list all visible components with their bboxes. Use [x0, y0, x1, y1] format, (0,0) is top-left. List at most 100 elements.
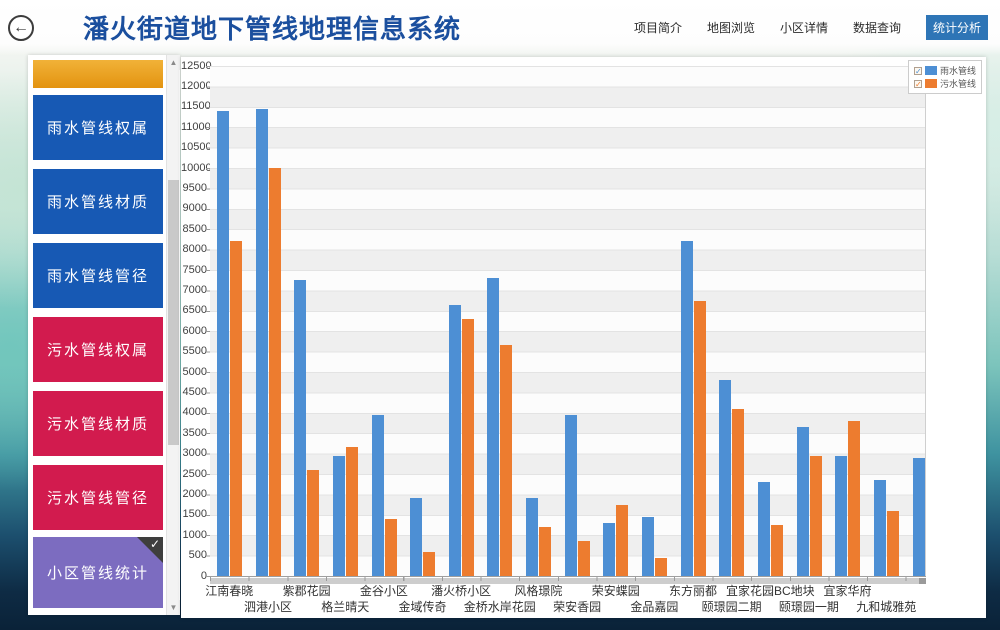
sidebar-scrollbar-thumb[interactable] — [168, 180, 179, 445]
nav-item-statistics-active[interactable]: 统计分析 — [926, 15, 988, 40]
bar-sewage-1[interactable] — [268, 168, 281, 576]
bar-rain-7[interactable] — [487, 278, 500, 576]
bar-sewage-10[interactable] — [616, 505, 629, 576]
bar-rain-6[interactable] — [448, 305, 461, 576]
sidebar-item-community-stats-selected[interactable]: 小区管线统计 ✓ — [33, 537, 163, 608]
bar-group — [249, 66, 288, 576]
bar-sewage-14[interactable] — [770, 525, 783, 576]
bar-sewage-16[interactable] — [848, 421, 861, 576]
bar-group — [635, 66, 674, 576]
legend-label: 污水管线 — [939, 79, 976, 89]
bar-rain-12[interactable] — [680, 241, 693, 576]
y-tick-label: 7500 — [182, 263, 207, 276]
scroll-up-icon[interactable]: ▲ — [167, 55, 180, 70]
sidebar-item-rain-diameter[interactable]: 雨水管线管径 — [33, 243, 163, 308]
nav-item-data-query[interactable]: 数据查询 — [852, 21, 901, 35]
bar-sewage-6[interactable] — [461, 319, 474, 576]
bar-rain-3[interactable] — [332, 456, 345, 576]
bar-group — [519, 66, 558, 576]
nav-item-map-browse[interactable]: 地图浏览 — [706, 21, 755, 35]
bar-sewage-15[interactable] — [809, 456, 822, 576]
bar-rain-9[interactable] — [564, 415, 577, 576]
bar-sewage-2[interactable] — [307, 470, 320, 576]
sidebar-item-rain-material[interactable]: 雨水管线材质 — [33, 169, 163, 234]
bar-group — [906, 66, 925, 576]
bar-rain-5[interactable] — [410, 498, 423, 576]
bar-rain-15[interactable] — [796, 427, 809, 576]
x-label-slot: 九和城雅苑 — [856, 579, 916, 615]
bar-rain-0[interactable] — [217, 111, 229, 576]
sidebar-item-rain-ownership[interactable]: 雨水管线权属 — [33, 95, 163, 160]
x-label-slot: 潘火桥小区 — [431, 579, 491, 615]
y-tick-label: 9000 — [182, 202, 207, 215]
y-tick-label: 9500 — [182, 181, 207, 194]
y-axis-ticks — [206, 66, 210, 577]
legend-label: 雨水管线 — [939, 66, 976, 76]
bar-rain-11[interactable] — [642, 517, 655, 576]
sidebar-item-sewage-material[interactable]: 污水管线材质 — [33, 391, 163, 456]
bar-rain-8[interactable] — [526, 498, 539, 576]
sidebar-scrollbar[interactable]: ▲ ▼ — [166, 55, 180, 615]
x-label-slot — [906, 579, 945, 615]
nav-item-community-detail[interactable]: 小区详情 — [779, 21, 828, 35]
bar-group — [828, 66, 867, 576]
scroll-down-icon[interactable]: ▼ — [167, 600, 180, 615]
x-label-slot: 颐璟园一期 — [779, 579, 839, 615]
bar-rain-4[interactable] — [371, 415, 384, 576]
x-tick-label: 荣安香园 — [553, 600, 602, 614]
x-label-slot: 东方丽都 — [669, 579, 717, 615]
checkbox-checked-icon[interactable]: ✓ — [913, 66, 922, 76]
y-tick-label: 500 — [188, 549, 207, 562]
bar-strip — [210, 66, 925, 576]
bar-rain-10[interactable] — [603, 523, 616, 576]
bar-rain-16[interactable] — [835, 456, 848, 576]
legend-item-sewage[interactable]: ✓ 污水管线 — [913, 77, 976, 90]
y-tick-label: 3000 — [182, 447, 207, 460]
bar-rain-1[interactable] — [255, 109, 268, 576]
y-tick-label: 12000 — [181, 79, 212, 92]
bar-rain-18[interactable] — [912, 458, 925, 576]
y-tick-label: 5500 — [182, 345, 207, 358]
sidebar-item-sewage-ownership[interactable]: 污水管线权属 — [33, 317, 163, 382]
x-tick-label: 颐璟园一期 — [778, 600, 839, 614]
y-tick-label: 12500 — [181, 59, 212, 72]
bar-sewage-3[interactable] — [345, 447, 358, 576]
chart-hscrollbar-handle[interactable] — [919, 578, 926, 584]
bar-group — [403, 66, 442, 576]
chart-panel: 12500 12000 11500 11000 10500 10000 9500 9000 85… — [181, 57, 986, 618]
nav-item-project-intro[interactable]: 项目简介 — [633, 21, 682, 35]
chart-hscrollbar[interactable] — [210, 578, 926, 584]
bar-sewage-5[interactable] — [423, 552, 436, 576]
header: ← 潘火街道地下管线地理信息系统 项目简介 地图浏览 小区详情 数据查询 统计分… — [0, 0, 1000, 55]
bar-group — [365, 66, 404, 576]
bar-sewage-11[interactable] — [655, 558, 668, 576]
sidebar-item-partial-top[interactable] — [33, 60, 163, 88]
bar-sewage-9[interactable] — [577, 541, 590, 576]
bar-sewage-4[interactable] — [384, 519, 397, 576]
x-tick-label: 九和城雅苑 — [856, 600, 917, 614]
x-tick-label: 宜家花园BC地块 — [725, 584, 815, 598]
back-button[interactable]: ← — [8, 14, 34, 41]
bar-rain-14[interactable] — [757, 482, 770, 576]
y-tick-label: 11000 — [181, 120, 211, 133]
legend-swatch-sewage — [924, 79, 937, 88]
bar-sewage-12[interactable] — [693, 301, 706, 576]
bar-rain-2[interactable] — [294, 280, 307, 576]
sidebar-item-sewage-diameter[interactable]: 污水管线管径 — [33, 465, 163, 530]
y-tick-label: 6000 — [182, 324, 207, 337]
checkbox-checked-icon[interactable]: ✓ — [913, 79, 922, 89]
back-arrow-icon: ← — [13, 18, 29, 36]
bar-sewage-0[interactable] — [230, 241, 242, 576]
y-tick-label: 7000 — [182, 283, 207, 296]
bar-sewage-17[interactable] — [886, 511, 899, 576]
bar-rain-17[interactable] — [873, 480, 886, 576]
bar-sewage-7[interactable] — [500, 345, 513, 576]
y-tick-label: 4000 — [182, 406, 207, 419]
legend-item-rain[interactable]: ✓ 雨水管线 — [913, 64, 976, 77]
bar-rain-13[interactable] — [719, 380, 732, 576]
bar-sewage-8[interactable] — [539, 527, 552, 576]
x-label-slot: 格兰晴天 — [321, 579, 369, 615]
bar-sewage-13[interactable] — [732, 409, 745, 576]
bar-group — [674, 66, 713, 576]
x-label-slot: 荣安蝶园 — [592, 579, 640, 615]
